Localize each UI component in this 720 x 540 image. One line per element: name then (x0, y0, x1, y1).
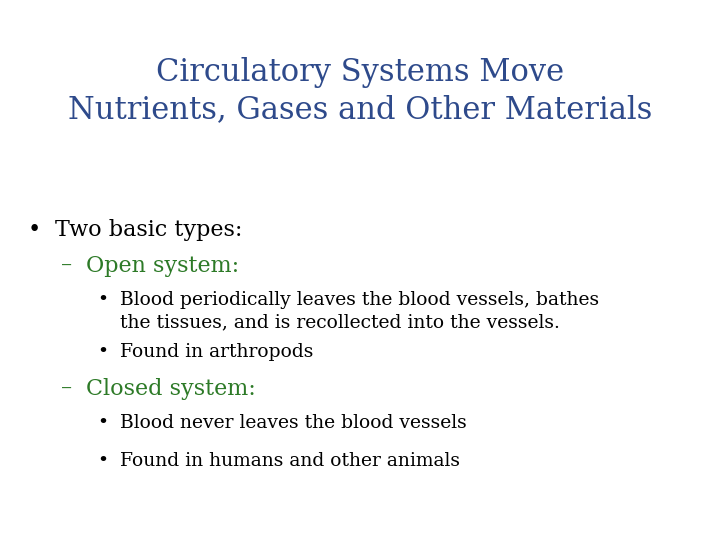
Text: •: • (97, 291, 108, 308)
Text: –: – (61, 378, 72, 400)
Text: Found in humans and other animals: Found in humans and other animals (120, 452, 460, 470)
Text: •: • (97, 452, 108, 470)
Text: Found in arthropods: Found in arthropods (120, 343, 314, 361)
Text: Blood periodically leaves the blood vessels, bathes
the tissues, and is recollec: Blood periodically leaves the blood vess… (120, 291, 599, 332)
Text: Closed system:: Closed system: (86, 378, 256, 400)
Text: •: • (97, 414, 108, 432)
Text: •: • (97, 343, 108, 361)
Text: Open system:: Open system: (86, 255, 240, 277)
Text: •: • (27, 219, 40, 241)
Text: Blood never leaves the blood vessels: Blood never leaves the blood vessels (120, 414, 467, 432)
Text: Two basic types:: Two basic types: (55, 219, 242, 241)
Text: –: – (61, 255, 72, 277)
Text: Circulatory Systems Move
Nutrients, Gases and Other Materials: Circulatory Systems Move Nutrients, Gase… (68, 57, 652, 125)
